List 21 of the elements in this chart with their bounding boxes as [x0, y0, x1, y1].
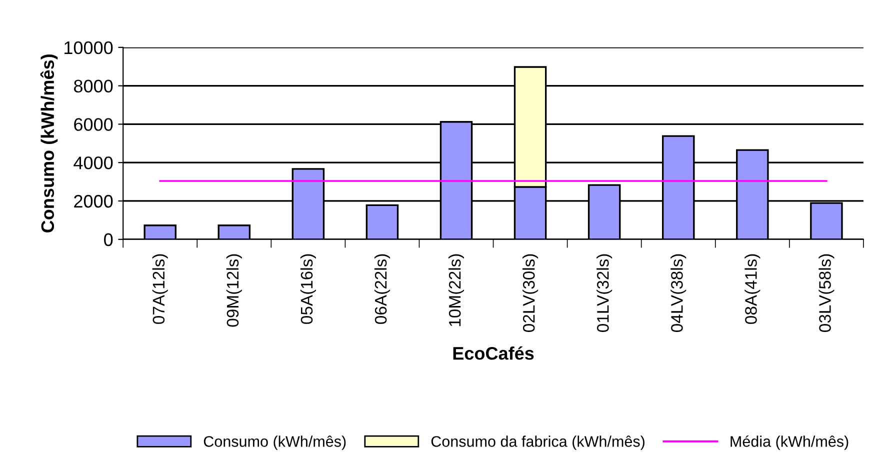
y-tick-label: 4000	[74, 156, 113, 170]
x-tick-label: 05A(16ls)	[300, 254, 316, 324]
y-axis-title: Consumo (kWh/mês)	[40, 54, 58, 232]
x-tick-label: 03LV(58ls)	[818, 254, 834, 332]
legend-label: Consumo (kWh/mês)	[204, 436, 346, 450]
legend-label: Média (kWh/mês)	[730, 435, 848, 450]
y-tick-label: 0	[104, 233, 113, 246]
x-tick-label: 02LV(30ls)	[522, 254, 538, 332]
x-tick-label: 09M(12ls)	[226, 254, 242, 327]
x-tick-label: 07A(12ls)	[152, 254, 168, 324]
y-tick-label: 10000	[64, 41, 113, 54]
x-tick-label: 08A(41ls)	[744, 254, 760, 324]
y-tick-label: 8000	[74, 80, 113, 93]
x-tick-label: 06A(22ls)	[374, 254, 390, 324]
legend-label: Consumo da fabrica (kWh/mês)	[431, 436, 644, 450]
y-tick-label: 6000	[74, 118, 113, 131]
x-tick-label: 01LV(32ls)	[596, 254, 612, 332]
x-tick-label: 10M(22ls)	[448, 254, 464, 326]
x-tick-label: 04LV(38ls)	[670, 254, 686, 332]
x-axis-title: EcoCafés	[453, 346, 534, 360]
y-tick-label: 2000	[74, 194, 113, 208]
